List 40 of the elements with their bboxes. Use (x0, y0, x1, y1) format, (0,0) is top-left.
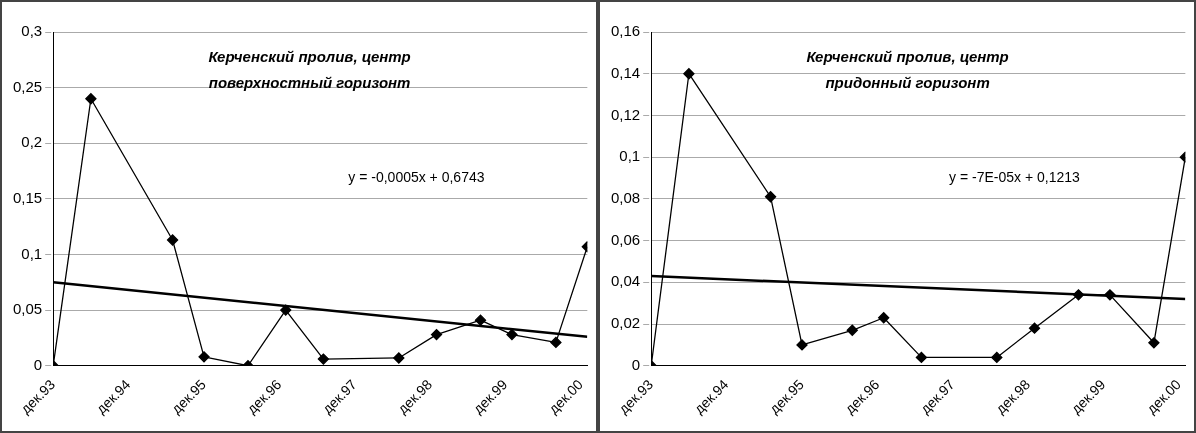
y-tick-label: 0,15 (12, 189, 43, 207)
point (474, 314, 487, 326)
point (764, 191, 777, 203)
point (1148, 337, 1160, 349)
y-tick-label: 0,06 (610, 230, 641, 248)
y-tick-label: 0,3 (21, 22, 43, 40)
point (393, 352, 405, 364)
y-tick-label: 0,1 (21, 244, 43, 262)
y-tick-label: 0,25 (12, 77, 43, 95)
y-tick-label: 0,16 (610, 22, 641, 40)
y-tick-label: 0,14 (610, 63, 641, 81)
y-tick-label: 0,2 (21, 133, 43, 151)
text: Керченский пролив, центр придонный горизонт (806, 48, 1009, 91)
point (166, 234, 179, 246)
y-tick-label: 0,08 (610, 189, 641, 207)
point (1072, 289, 1085, 301)
point (796, 339, 808, 351)
y-tick-label: 0,12 (610, 105, 641, 123)
y-tick-label: 0,1 (619, 147, 641, 165)
point (683, 68, 695, 80)
annotation: y = -7E-05x + 0,1213 (949, 169, 1080, 186)
point (1104, 289, 1116, 301)
point (991, 351, 1003, 364)
y-tick-label: 0 (631, 355, 641, 373)
point (550, 336, 562, 349)
y-tick-label: 0,02 (610, 314, 641, 332)
y-tick-label: 0,04 (610, 272, 641, 290)
point (280, 304, 292, 316)
point (317, 353, 330, 365)
point (1028, 322, 1041, 334)
y-tick-label: 0,05 (12, 300, 43, 318)
point (85, 93, 97, 105)
point (430, 328, 443, 341)
text: Керченский пролив, центр поверхностный горизонт (208, 48, 411, 91)
point (878, 312, 890, 324)
point (846, 324, 858, 336)
point (198, 351, 210, 363)
point (915, 351, 928, 364)
y-tick-label: 0 (33, 355, 43, 373)
annotation: y = -0,0005x + 0,6743 (348, 169, 485, 186)
